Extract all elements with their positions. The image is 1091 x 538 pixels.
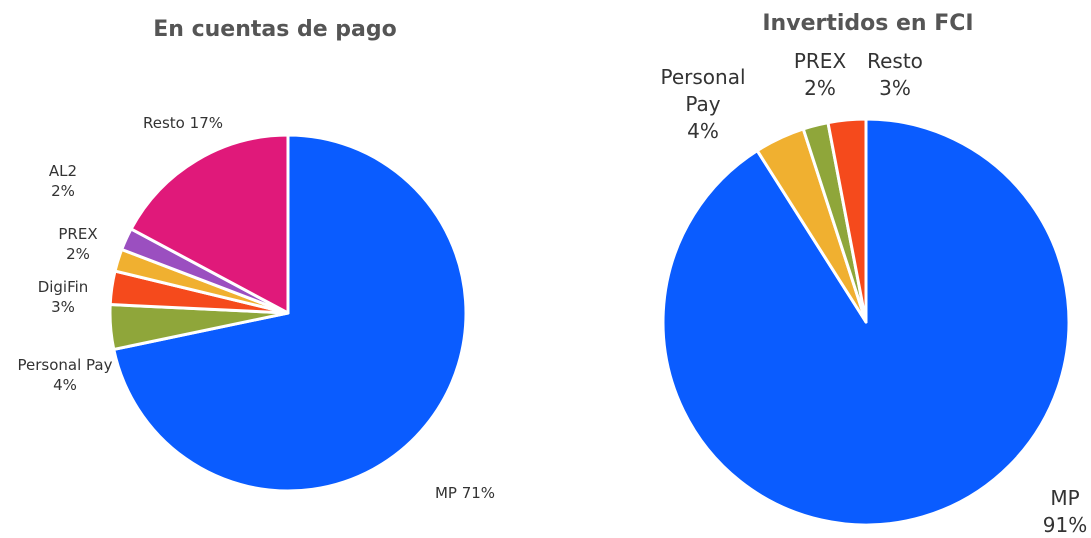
slice-label: PREX 2% — [794, 48, 846, 102]
chart-title: Invertidos en FCI — [762, 11, 973, 36]
slice-name: MP — [1050, 486, 1080, 510]
pie-slice — [826, 117, 868, 324]
slice-label: DigiFin 3% — [38, 277, 89, 318]
slice-value: 17% — [189, 114, 223, 132]
slice-name: PREX — [793, 49, 847, 73]
slice-name: DigiFin — [37, 278, 89, 296]
slice-label: Resto 3% — [867, 48, 923, 102]
slice-name: PREX — [58, 225, 98, 243]
slice-value: 3% — [51, 298, 75, 317]
slice-name: MP — [434, 484, 457, 502]
slice-label: Personal Pay 4% — [658, 64, 748, 145]
chart-title: En cuentas de pago — [153, 17, 397, 42]
slice-name: Resto — [867, 49, 923, 73]
slice-value: 4% — [687, 119, 719, 143]
slice-label: Resto 17% — [143, 113, 223, 133]
slice-label: AL2 2% — [49, 161, 77, 202]
slice-label: MP 91% — [1043, 485, 1087, 538]
pie-slice — [129, 133, 290, 315]
slice-name: AL2 — [48, 162, 78, 180]
slice-label: PREX 2% — [58, 224, 97, 265]
slice-value: 2% — [66, 245, 90, 264]
slice-label: Personal Pay 4% — [18, 355, 113, 396]
slice-name: Resto — [143, 114, 185, 132]
slice-name: Personal Pay — [660, 65, 746, 116]
slice-value: 4% — [53, 376, 77, 395]
slice-value: 2% — [804, 76, 836, 100]
slice-value: 3% — [879, 76, 911, 100]
slice-value: 71% — [461, 484, 496, 502]
pie-slice — [112, 133, 468, 493]
slice-name: Personal Pay — [17, 356, 113, 374]
slice-value: 2% — [51, 182, 75, 201]
slice-value: 91% — [1042, 513, 1088, 537]
slice-label: MP 71% — [435, 483, 495, 503]
